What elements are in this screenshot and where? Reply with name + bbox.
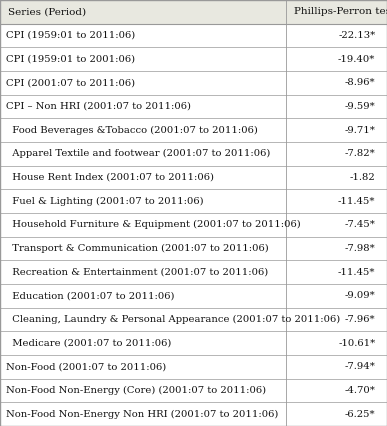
Text: CPI (1959:01 to 2001:06): CPI (1959:01 to 2001:06) <box>6 55 135 63</box>
Text: -19.40*: -19.40* <box>338 55 375 63</box>
Bar <box>0 331 387 355</box>
Bar <box>0 142 387 166</box>
Bar <box>0 118 387 142</box>
Text: CPI – Non HRI (2001:07 to 2011:06): CPI – Non HRI (2001:07 to 2011:06) <box>6 102 191 111</box>
Text: -22.13*: -22.13* <box>338 31 375 40</box>
Text: -9.59*: -9.59* <box>345 102 375 111</box>
Text: -7.94*: -7.94* <box>344 363 375 371</box>
Text: Non-Food Non-Energy (Core) (2001:07 to 2011:06): Non-Food Non-Energy (Core) (2001:07 to 2… <box>6 386 266 395</box>
Text: -7.45*: -7.45* <box>344 220 375 229</box>
Text: Phillips-Perron test: Phillips-Perron test <box>294 7 387 16</box>
Bar <box>0 71 387 95</box>
Text: -4.70*: -4.70* <box>344 386 375 395</box>
Text: Medicare (2001:07 to 2011:06): Medicare (2001:07 to 2011:06) <box>6 339 171 348</box>
Text: Non-Food (2001:07 to 2011:06): Non-Food (2001:07 to 2011:06) <box>6 363 166 371</box>
Text: Transport & Communication (2001:07 to 2011:06): Transport & Communication (2001:07 to 20… <box>6 244 269 253</box>
Text: Non-Food Non-Energy Non HRI (2001:07 to 2011:06): Non-Food Non-Energy Non HRI (2001:07 to … <box>6 410 278 419</box>
Text: -7.82*: -7.82* <box>345 150 375 158</box>
Text: -10.61*: -10.61* <box>338 339 375 348</box>
Bar <box>0 284 387 308</box>
Bar <box>0 213 387 237</box>
Bar <box>0 24 387 47</box>
Bar <box>0 402 387 426</box>
Text: CPI (1959:01 to 2011:06): CPI (1959:01 to 2011:06) <box>6 31 135 40</box>
Text: -11.45*: -11.45* <box>338 268 375 276</box>
Text: Fuel & Lighting (2001:07 to 2011:06): Fuel & Lighting (2001:07 to 2011:06) <box>6 197 204 206</box>
Bar <box>0 355 387 379</box>
Text: -8.96*: -8.96* <box>345 78 375 87</box>
Text: Cleaning, Laundry & Personal Appearance (2001:07 to 2011:06): Cleaning, Laundry & Personal Appearance … <box>6 315 340 324</box>
Text: Education (2001:07 to 2011:06): Education (2001:07 to 2011:06) <box>6 291 174 300</box>
Bar <box>0 95 387 118</box>
Text: -11.45*: -11.45* <box>338 197 375 206</box>
Text: -6.25*: -6.25* <box>345 410 375 419</box>
Bar <box>0 379 387 402</box>
Text: -9.09*: -9.09* <box>345 291 375 300</box>
Text: CPI (2001:07 to 2011:06): CPI (2001:07 to 2011:06) <box>6 78 135 87</box>
Bar <box>0 308 387 331</box>
Bar <box>0 237 387 260</box>
Text: Series (Period): Series (Period) <box>8 7 86 16</box>
Bar <box>0 166 387 189</box>
Text: House Rent Index (2001:07 to 2011:06): House Rent Index (2001:07 to 2011:06) <box>6 173 214 182</box>
Text: -1.82: -1.82 <box>349 173 375 182</box>
Text: Apparel Textile and footwear (2001:07 to 2011:06): Apparel Textile and footwear (2001:07 to… <box>6 149 270 158</box>
Text: Recreation & Entertainment (2001:07 to 2011:06): Recreation & Entertainment (2001:07 to 2… <box>6 268 268 276</box>
Bar <box>0 0 387 24</box>
Text: -9.71*: -9.71* <box>344 126 375 135</box>
Text: Household Furniture & Equipment (2001:07 to 2011:06): Household Furniture & Equipment (2001:07… <box>6 220 301 229</box>
Bar <box>0 189 387 213</box>
Bar <box>0 47 387 71</box>
Text: -7.96*: -7.96* <box>345 315 375 324</box>
Text: Food Beverages &Tobacco (2001:07 to 2011:06): Food Beverages &Tobacco (2001:07 to 2011… <box>6 126 258 135</box>
Bar <box>0 260 387 284</box>
Text: -7.98*: -7.98* <box>345 244 375 253</box>
